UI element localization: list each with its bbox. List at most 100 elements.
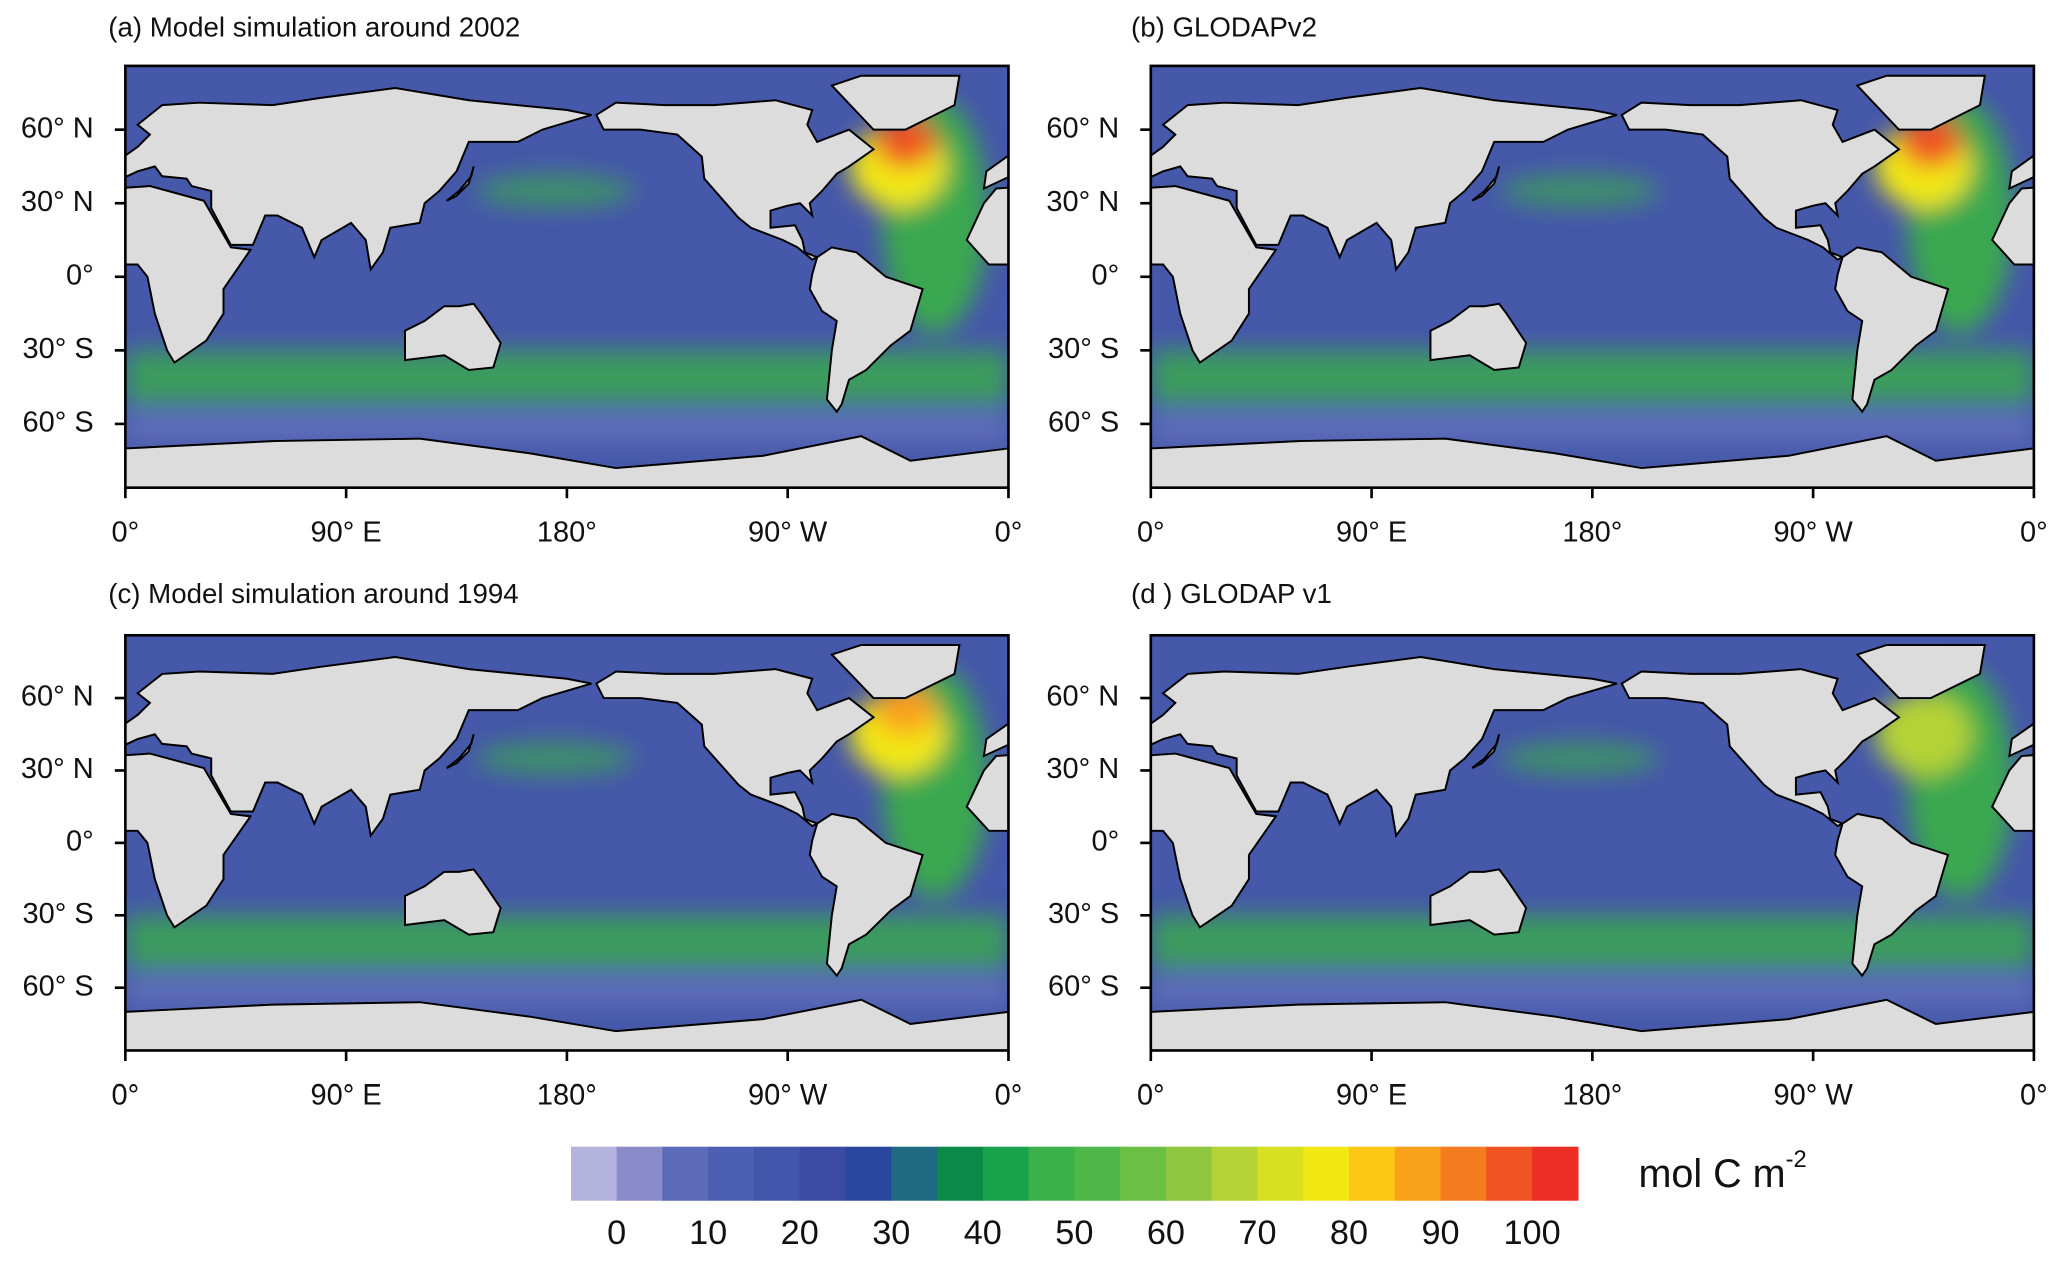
land (125, 998, 1009, 1051)
y-tick-label: 0° (1091, 259, 1119, 291)
colorbar-tick-label: 60 (1147, 1214, 1185, 1252)
x-tick-label: 0° (1137, 1079, 1165, 1111)
colorbar-swatch (662, 1146, 709, 1201)
map-field (1150, 635, 2034, 1051)
colorbar-swatch (616, 1146, 664, 1201)
y-tick-label: 30° N (1046, 186, 1119, 218)
x-tick-label: 90° W (1773, 1079, 1853, 1111)
land (830, 74, 961, 131)
x-tick-label: 180° (537, 1079, 597, 1111)
unit-exponent: -2 (1786, 1147, 1807, 1173)
land (1150, 998, 2034, 1051)
land (1620, 99, 1901, 261)
polar-band (125, 975, 1009, 1008)
x-tick-label: 180° (537, 516, 597, 548)
colorbar-label: mol C m-2 (1638, 1147, 1806, 1196)
x-tick-label: 90° E (1336, 1079, 1407, 1111)
land (0, 814, 40, 976)
land (125, 752, 253, 929)
colorbar-swatch (1211, 1146, 1259, 1201)
y-tick-label: 60° N (1046, 681, 1119, 713)
land (446, 166, 475, 202)
y-tick-label: 0° (66, 259, 94, 291)
land (965, 754, 1009, 832)
unit: mol C m (1638, 1152, 1785, 1196)
y-tick-label: 60° N (21, 681, 94, 713)
colorbar-tick-label: 40 (964, 1214, 1002, 1252)
colorbar-swatch (1028, 1146, 1076, 1201)
land (125, 447, 127, 488)
land (982, 154, 1009, 191)
colorbar-swatch (1348, 1146, 1396, 1201)
x-tick-label: 90° E (311, 1079, 382, 1111)
y-tick-label: 60° S (23, 970, 94, 1002)
polar-band (1150, 411, 2034, 444)
x-tick-label: 0° (112, 516, 140, 548)
x-tick-label: 90° E (1336, 516, 1407, 548)
colorbar-swatch (1303, 1146, 1350, 1201)
colorbar-swatch (1532, 1146, 1579, 1201)
colorbar-swatch (1120, 1146, 1167, 1201)
y-tick-label: 60° N (21, 112, 94, 144)
x-tick-label: 0° (995, 516, 1023, 548)
land (1150, 86, 1618, 272)
y-tick-label: 30° S (1048, 898, 1119, 930)
map-panel: (d ) GLODAP v1 0° 90° E 180° 90° W 0° 60° N 30°… (1046, 578, 2048, 1111)
map-field (125, 65, 1009, 488)
y-tick-label: 60° N (1046, 112, 1119, 144)
panel-title: (a) Model simulation around 2002 (108, 11, 520, 42)
y-tick-label: 30° N (21, 186, 94, 218)
land (125, 1010, 127, 1051)
land (1150, 656, 1618, 839)
colorbar-swatch (1486, 1146, 1533, 1201)
colorbar-tick-label: 30 (872, 1214, 910, 1252)
colorbar-swatch (1440, 1146, 1487, 1201)
colorbar-tick-label: 90 (1421, 1214, 1459, 1252)
land (2032, 1010, 2034, 1051)
y-tick-label: 0° (1091, 826, 1119, 858)
land (595, 99, 876, 261)
x-tick-label: 0° (2020, 516, 2048, 548)
land (1855, 74, 1987, 131)
colorbar-tick-label: 0 (607, 1214, 626, 1252)
colorbar-swatch (570, 1146, 618, 1201)
x-tick-label: 0° (1137, 516, 1165, 548)
colorbar-swatch (799, 1146, 847, 1201)
x-tick-label: 90° W (748, 1079, 828, 1111)
y-tick-label: 30° S (23, 333, 94, 365)
colorbar-swatch (1074, 1146, 1121, 1201)
colorbar-tick-label: 10 (689, 1214, 727, 1252)
colorbar-swatch (1394, 1146, 1442, 1201)
y-tick-label: 30° S (1048, 333, 1119, 365)
panel-title: (c) Model simulation around 1994 (108, 578, 518, 609)
colorbar-tick-label: 100 (1504, 1214, 1561, 1252)
y-tick-label: 30° N (1046, 753, 1119, 785)
atlantic-yellow (1874, 692, 1973, 776)
land (1150, 752, 1278, 929)
y-tick-label: 60° S (1048, 970, 1119, 1002)
land (982, 722, 1009, 758)
land (808, 246, 924, 414)
map-panel: (b) GLODAPv2 0° 90° E 180° 90° W 0° 60° N 30° N… (1046, 11, 2048, 548)
land (1150, 185, 1278, 365)
ocean-features (1150, 666, 2034, 1008)
land (808, 812, 924, 978)
x-tick-label: 0° (2020, 1079, 2048, 1111)
land (2008, 154, 2034, 191)
land (125, 656, 592, 839)
colorbar-tick-label: 20 (781, 1214, 819, 1252)
land (1471, 166, 1501, 202)
colorbar-swatch (891, 1146, 938, 1201)
colorbar-swatch (845, 1146, 892, 1201)
panel-title: (b) GLODAPv2 (1131, 11, 1317, 42)
x-tick-label: 0° (112, 1079, 140, 1111)
land (125, 86, 592, 272)
land (1991, 754, 2034, 832)
land (404, 302, 502, 371)
polar-band (1150, 975, 2034, 1008)
map-panel: (c) Model simulation around 1994 0° 90° E 1… (0, 578, 1022, 1111)
land (446, 733, 475, 769)
colorbar-swatch (753, 1146, 801, 1201)
land (1150, 435, 2034, 488)
